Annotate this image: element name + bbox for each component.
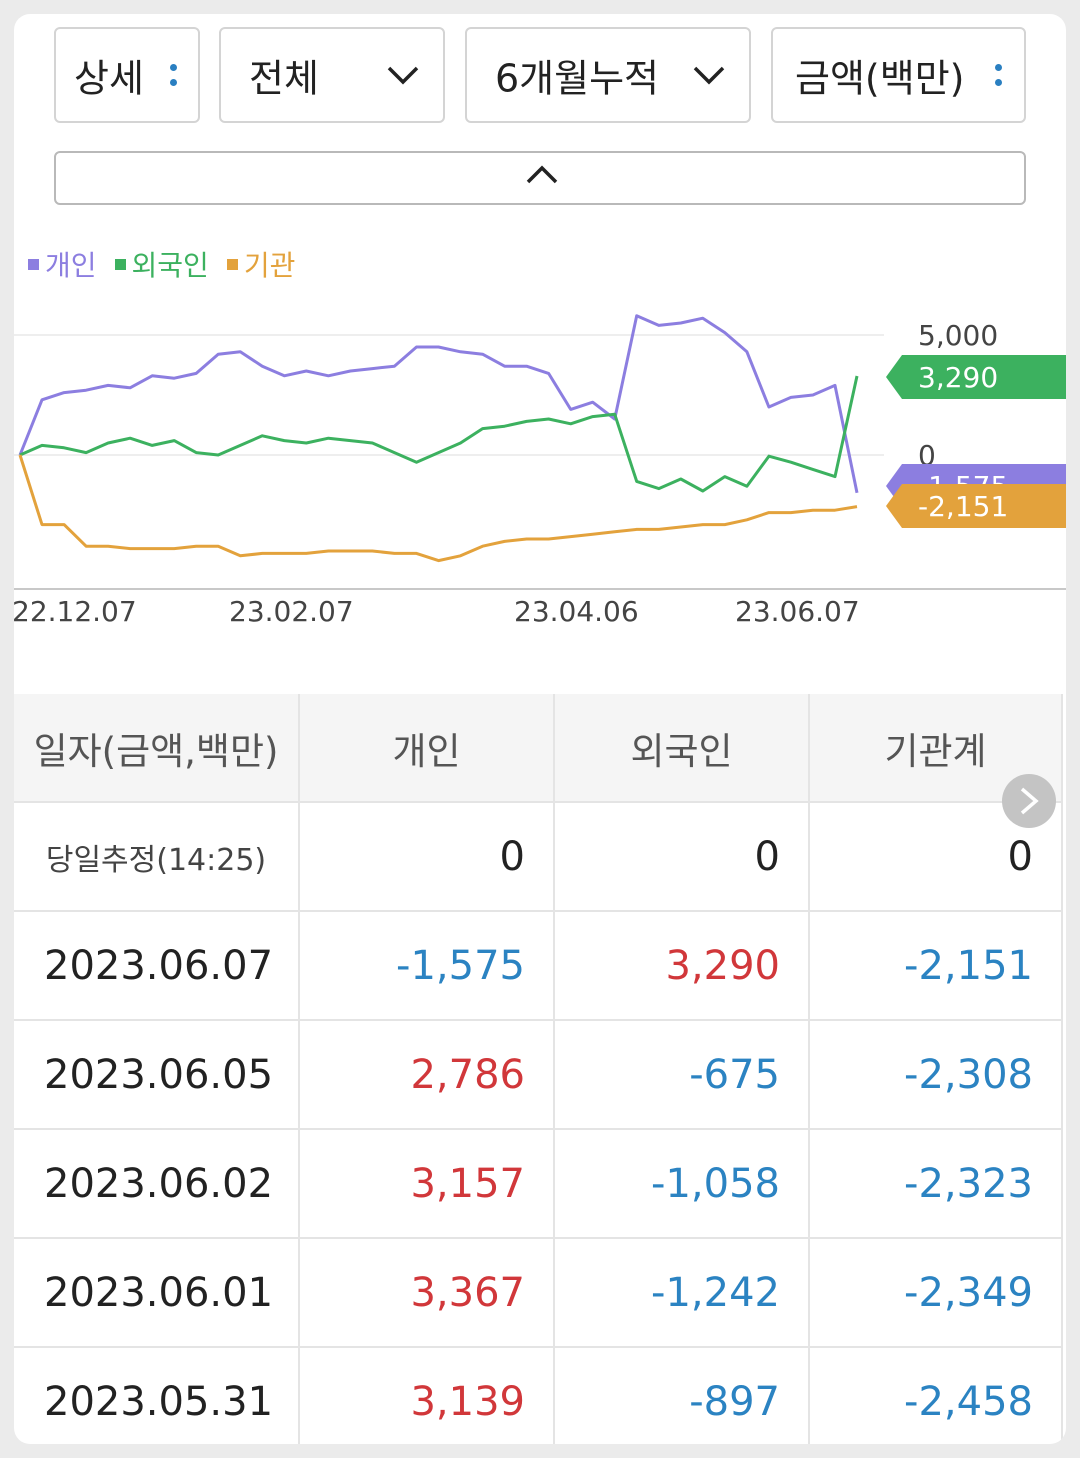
x-tick-label: 23.04.06 (514, 595, 639, 628)
individual-cell: 3,367 (299, 1238, 555, 1348)
period-label: 6개월누적 (495, 56, 660, 101)
x-tick-label: 22.12.07 (14, 595, 137, 628)
chevron-up-icon (526, 165, 558, 184)
end-value-label: 3,290 (918, 361, 998, 394)
foreign-cell: -1,058 (554, 1129, 810, 1239)
end-value-tag-shape (886, 484, 1066, 528)
date-cell: 2023.06.02 (14, 1129, 300, 1239)
end-value-tag-shape (886, 355, 1066, 399)
table-header-row: 일자(금액,백만) 개인 외국인 기관계 (14, 694, 1063, 803)
legend-item-foreign: 외국인 (114, 244, 209, 284)
scope-label: 전체 (249, 56, 319, 101)
detail-label: 상세 (74, 56, 144, 101)
institution-cell: -2,458 (809, 1347, 1063, 1444)
vertical-dots-icon (170, 56, 178, 94)
x-tick-label: 23.02.07 (229, 595, 354, 628)
legend-item-institution: 기관 (226, 244, 296, 284)
column-header-date: 일자(금액,백만) (14, 694, 300, 803)
chevron-down-icon (387, 66, 419, 85)
y-tick-label: 5,000 (918, 319, 998, 352)
foreign-cell: 3,290 (554, 911, 810, 1021)
period-dropdown[interactable]: 6개월누적 (465, 27, 751, 123)
next-columns-button[interactable] (1002, 774, 1056, 828)
investor-line-chart: 5,000 0 3,290-1,575-2,151 22.12.07 23.02… (14, 314, 1066, 628)
institution-cell: -2,349 (809, 1238, 1063, 1348)
table-row: 당일추정(14:25) 0 0 0 (14, 802, 1063, 912)
foreign-cell: -897 (554, 1347, 810, 1444)
date-cell: 2023.06.07 (14, 911, 300, 1021)
date-cell: 당일추정(14:25) (14, 802, 300, 912)
institution-cell: -2,308 (809, 1020, 1063, 1130)
table-row: 2023.05.31 3,139 -897 -2,458 (14, 1347, 1063, 1444)
investor-table: 일자(금액,백만) 개인 외국인 기관계 당일추정(14:25) 0 0 0 2023.… (14, 694, 1066, 1444)
legend-item-individual: 개인 (28, 244, 97, 284)
end-value-tag: -2,151 (886, 484, 1066, 528)
chart-legend: 개인 외국인 기관 (28, 244, 295, 284)
investor-trend-card: 상세 전체 6개월누적 금액(백만) 개인 외국인 (14, 14, 1066, 1444)
legend-swatch (226, 258, 238, 270)
collapse-button[interactable] (54, 151, 1026, 205)
date-cell: 2023.06.05 (14, 1020, 300, 1130)
end-value-tag: 3,290 (886, 355, 1066, 399)
table-row: 2023.06.07 -1,575 3,290 -2,151 (14, 911, 1063, 1021)
foreign-cell: 0 (554, 802, 810, 912)
institution-cell: -2,151 (809, 911, 1063, 1021)
unit-label: 금액(백만) (795, 56, 965, 101)
scope-dropdown[interactable]: 전체 (219, 27, 445, 123)
table-row: 2023.06.01 3,367 -1,242 -2,349 (14, 1238, 1063, 1348)
legend-swatch (28, 258, 39, 270)
column-header-institution: 기관계 (809, 694, 1063, 803)
table-row: 2023.06.02 3,157 -1,058 -2,323 (14, 1129, 1063, 1239)
x-tick-label: 23.06.07 (735, 595, 860, 628)
y-tick-label: 0 (918, 439, 936, 472)
institution-cell: -2,323 (809, 1129, 1063, 1239)
chevron-right-icon (1020, 787, 1039, 815)
date-cell: 2023.05.31 (14, 1347, 300, 1444)
column-header-foreign: 외국인 (554, 694, 810, 803)
foreign-cell: -675 (554, 1020, 810, 1130)
legend-swatch (114, 258, 126, 270)
end-value-label: -2,151 (918, 490, 1008, 523)
column-header-individual: 개인 (299, 694, 555, 803)
detail-menu-button[interactable]: 상세 (54, 27, 200, 123)
series-line-0 (18, 314, 859, 494)
individual-cell: 2,786 (299, 1020, 555, 1130)
individual-cell: 3,157 (299, 1129, 555, 1239)
individual-cell: -1,575 (299, 911, 555, 1021)
chevron-down-icon (693, 66, 725, 85)
series-line-1 (19, 375, 859, 493)
unit-menu-button[interactable]: 금액(백만) (771, 27, 1026, 123)
legend-label: 기관 (243, 249, 296, 282)
legend-label: 외국인 (131, 249, 209, 282)
table-row: 2023.06.05 2,786 -675 -2,308 (14, 1020, 1063, 1130)
foreign-cell: -1,242 (554, 1238, 810, 1348)
legend-label: 개인 (45, 249, 97, 282)
individual-cell: 3,139 (299, 1347, 555, 1444)
date-cell: 2023.06.01 (14, 1238, 300, 1348)
individual-cell: 0 (299, 802, 555, 912)
vertical-dots-icon (995, 56, 1003, 94)
series-line-2 (18, 454, 858, 563)
